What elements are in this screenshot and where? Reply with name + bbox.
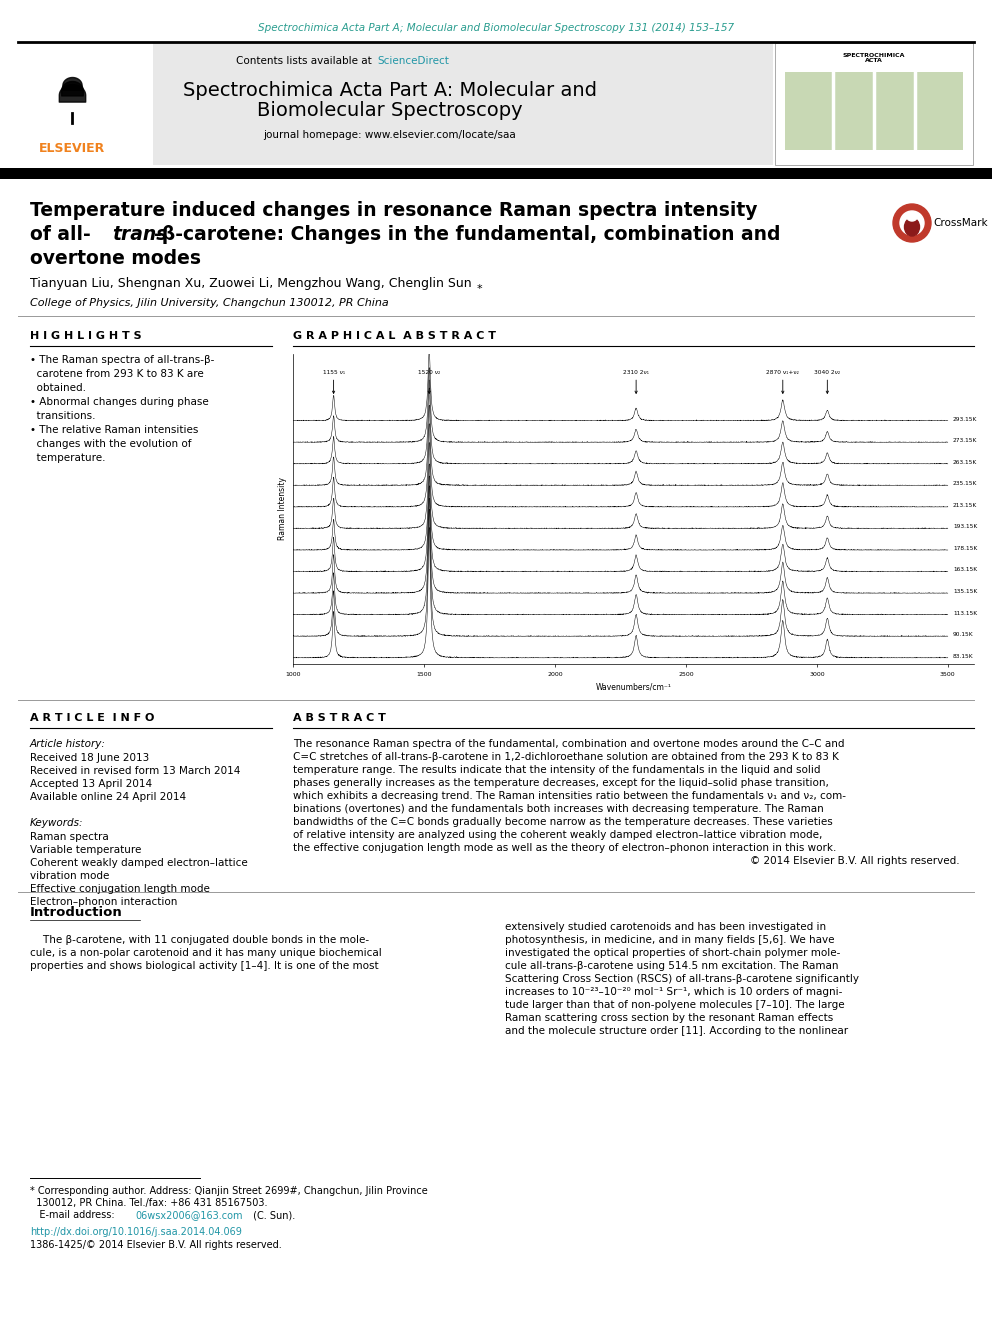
Text: The β-carotene, with 11 conjugated double bonds in the mole-: The β-carotene, with 11 conjugated doubl…	[30, 935, 369, 945]
Text: A B S T R A C T: A B S T R A C T	[293, 713, 386, 722]
Text: Raman scattering cross section by the resonant Raman effects: Raman scattering cross section by the re…	[505, 1013, 833, 1023]
Text: ELSEVIER: ELSEVIER	[39, 142, 105, 155]
Text: and the molecule structure order [11]. According to the nonlinear: and the molecule structure order [11]. A…	[505, 1027, 848, 1036]
X-axis label: Wavenumbers/cm⁻¹: Wavenumbers/cm⁻¹	[595, 683, 672, 691]
Ellipse shape	[905, 218, 920, 235]
Text: 135.15K: 135.15K	[953, 589, 977, 594]
Text: Received 18 June 2013: Received 18 June 2013	[30, 753, 149, 763]
Text: trans: trans	[112, 225, 168, 243]
Text: 1386-1425/© 2014 Elsevier B.V. All rights reserved.: 1386-1425/© 2014 Elsevier B.V. All right…	[30, 1240, 282, 1250]
Text: Electron–phonon interaction: Electron–phonon interaction	[30, 897, 178, 908]
Bar	[785, 71, 963, 149]
Text: temperature.: temperature.	[30, 452, 105, 463]
Text: © 2014 Elsevier B.V. All rights reserved.: © 2014 Elsevier B.V. All rights reserved…	[750, 856, 960, 867]
Text: obtained.: obtained.	[30, 382, 86, 393]
Text: 178.15K: 178.15K	[953, 546, 977, 550]
Text: investigated the optical properties of short-chain polymer mole-: investigated the optical properties of s…	[505, 949, 840, 958]
Text: Article history:: Article history:	[30, 740, 106, 749]
Text: Spectrochimica Acta Part A; Molecular and Biomolecular Spectroscopy 131 (2014) 1: Spectrochimica Acta Part A; Molecular an…	[258, 22, 734, 33]
Text: Spectrochimica Acta Part A: Molecular and: Spectrochimica Acta Part A: Molecular an…	[183, 81, 597, 99]
Text: vibration mode: vibration mode	[30, 871, 109, 881]
Text: Received in revised form 13 March 2014: Received in revised form 13 March 2014	[30, 766, 240, 777]
Text: *: *	[477, 284, 483, 294]
Y-axis label: Raman Intensity: Raman Intensity	[279, 478, 288, 541]
Text: 83.15K: 83.15K	[953, 654, 974, 659]
Bar	[18, 44, 153, 165]
Bar	[18, 44, 773, 165]
Text: G R A P H I C A L  A B S T R A C T: G R A P H I C A L A B S T R A C T	[293, 331, 496, 341]
Text: changes with the evolution of: changes with the evolution of	[30, 439, 191, 448]
Bar	[0, 168, 992, 179]
Text: tude larger than that of non-polyene molecules [7–10]. The large: tude larger than that of non-polyene mol…	[505, 1000, 844, 1009]
Text: H I G H L I G H T S: H I G H L I G H T S	[30, 331, 142, 341]
Text: Effective conjugation length mode: Effective conjugation length mode	[30, 884, 210, 894]
Text: 130012, PR China. Tel./fax: +86 431 85167503.: 130012, PR China. Tel./fax: +86 431 8516…	[30, 1199, 268, 1208]
Text: cule, is a non-polar carotenoid and it has many unique biochemical: cule, is a non-polar carotenoid and it h…	[30, 949, 382, 958]
Text: transitions.: transitions.	[30, 411, 95, 421]
Text: photosynthesis, in medicine, and in many fields [5,6]. We have: photosynthesis, in medicine, and in many…	[505, 935, 834, 945]
Text: 293.15K: 293.15K	[953, 417, 977, 422]
Text: 113.15K: 113.15K	[953, 611, 977, 615]
Text: 90.15K: 90.15K	[953, 632, 974, 638]
Text: carotene from 293 K to 83 K are: carotene from 293 K to 83 K are	[30, 369, 203, 378]
Text: College of Physics, Jilin University, Changchun 130012, PR China: College of Physics, Jilin University, Ch…	[30, 298, 389, 308]
Text: which exhibits a decreasing trend. The Raman intensities ratio between the funda: which exhibits a decreasing trend. The R…	[293, 791, 846, 800]
Text: Contents lists available at: Contents lists available at	[236, 56, 375, 66]
Text: 2310 2ν₁: 2310 2ν₁	[623, 369, 649, 393]
Text: Scattering Cross Section (RSCS) of all-trans-β-carotene significantly: Scattering Cross Section (RSCS) of all-t…	[505, 974, 859, 984]
Text: of all-: of all-	[30, 225, 90, 243]
Text: Keywords:: Keywords:	[30, 818, 83, 828]
Text: 06wsx2006@163.com: 06wsx2006@163.com	[135, 1211, 242, 1220]
Text: cule all-trans-β-carotene using 514.5 nm excitation. The Raman: cule all-trans-β-carotene using 514.5 nm…	[505, 960, 838, 971]
Text: Raman spectra: Raman spectra	[30, 832, 109, 841]
Text: extensively studied carotenoids and has been investigated in: extensively studied carotenoids and has …	[505, 922, 826, 931]
Text: CrossMark: CrossMark	[933, 218, 988, 228]
Text: • The relative Raman intensities: • The relative Raman intensities	[30, 425, 198, 435]
Text: SPECTROCHIMICA
ACTA: SPECTROCHIMICA ACTA	[843, 53, 906, 64]
Bar	[775, 44, 973, 165]
Text: temperature range. The results indicate that the intensity of the fundamentals i: temperature range. The results indicate …	[293, 765, 820, 775]
Text: E-mail address:: E-mail address:	[30, 1211, 118, 1220]
Text: A R T I C L E  I N F O: A R T I C L E I N F O	[30, 713, 155, 722]
Text: 263.15K: 263.15K	[953, 459, 977, 464]
Text: -β-carotene: Changes in the fundamental, combination and: -β-carotene: Changes in the fundamental,…	[154, 225, 781, 243]
Text: increases to 10⁻²³–10⁻²⁰ mol⁻¹ Sr⁻¹, which is 10 orders of magni-: increases to 10⁻²³–10⁻²⁰ mol⁻¹ Sr⁻¹, whi…	[505, 987, 842, 998]
Ellipse shape	[907, 213, 917, 221]
Text: Biomolecular Spectroscopy: Biomolecular Spectroscopy	[257, 101, 523, 119]
Text: Coherent weakly damped electron–lattice: Coherent weakly damped electron–lattice	[30, 859, 248, 868]
Text: • Abnormal changes during phase: • Abnormal changes during phase	[30, 397, 208, 407]
Text: Temperature induced changes in resonance Raman spectra intensity: Temperature induced changes in resonance…	[30, 201, 758, 220]
Text: Variable temperature: Variable temperature	[30, 845, 142, 855]
Text: 1520 ν₂: 1520 ν₂	[418, 369, 440, 393]
Text: ScienceDirect: ScienceDirect	[377, 56, 448, 66]
Text: bandwidths of the C=C bonds gradually become narrow as the temperature decreases: bandwidths of the C=C bonds gradually be…	[293, 818, 832, 827]
Text: phases generally increases as the temperature decreases, except for the liquid–s: phases generally increases as the temper…	[293, 778, 829, 789]
Text: * Corresponding author. Address: Qianjin Street 2699#, Changchun, Jilin Province: * Corresponding author. Address: Qianjin…	[30, 1185, 428, 1196]
Text: 163.15K: 163.15K	[953, 568, 977, 573]
Text: Available online 24 April 2014: Available online 24 April 2014	[30, 792, 186, 802]
Text: Accepted 13 April 2014: Accepted 13 April 2014	[30, 779, 152, 789]
Text: overtone modes: overtone modes	[30, 249, 201, 267]
Text: (C. Sun).: (C. Sun).	[250, 1211, 296, 1220]
Text: The resonance Raman spectra of the fundamental, combination and overtone modes a: The resonance Raman spectra of the funda…	[293, 740, 844, 749]
Text: 213.15K: 213.15K	[953, 503, 977, 508]
Text: http://dx.doi.org/10.1016/j.saa.2014.04.069: http://dx.doi.org/10.1016/j.saa.2014.04.…	[30, 1226, 242, 1237]
Text: • The Raman spectra of all-trans-β-: • The Raman spectra of all-trans-β-	[30, 355, 214, 365]
Text: binations (overtones) and the fundamentals both increases with decreasing temper: binations (overtones) and the fundamenta…	[293, 804, 823, 814]
Text: of relative intensity are analyzed using the coherent weakly damped electron–lat: of relative intensity are analyzed using…	[293, 830, 822, 840]
Ellipse shape	[900, 210, 924, 235]
Text: journal homepage: www.elsevier.com/locate/saa: journal homepage: www.elsevier.com/locat…	[264, 130, 517, 140]
Text: C=C stretches of all-trans-β-carotene in 1,2-dichloroethane solution are obtaine: C=C stretches of all-trans-β-carotene in…	[293, 751, 839, 762]
Text: properties and shows biological activity [1–4]. It is one of the most: properties and shows biological activity…	[30, 960, 379, 971]
Text: Introduction: Introduction	[30, 905, 123, 918]
Text: 3040 2ν₂: 3040 2ν₂	[814, 369, 840, 393]
Text: 235.15K: 235.15K	[953, 482, 977, 487]
Text: 2870 ν₁+ν₂: 2870 ν₁+ν₂	[767, 369, 800, 393]
Text: 1155 ν₁: 1155 ν₁	[322, 369, 344, 393]
Text: the effective conjugation length mode as well as the theory of electron–phonon i: the effective conjugation length mode as…	[293, 843, 836, 853]
Text: Tianyuan Liu, Shengnan Xu, Zuowei Li, Mengzhou Wang, Chenglin Sun: Tianyuan Liu, Shengnan Xu, Zuowei Li, Me…	[30, 278, 475, 291]
Text: 273.15K: 273.15K	[953, 438, 977, 443]
Text: 193.15K: 193.15K	[953, 524, 977, 529]
Ellipse shape	[893, 204, 931, 242]
